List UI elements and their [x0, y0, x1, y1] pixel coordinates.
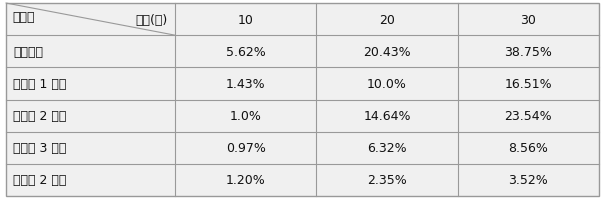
Text: 6.32%: 6.32% [367, 142, 407, 154]
Text: 20: 20 [379, 14, 395, 26]
Text: 防治剂 1 处理: 防治剂 1 处理 [13, 78, 67, 90]
Text: 未经处理: 未经处理 [13, 46, 44, 58]
Text: 14.64%: 14.64% [363, 110, 411, 122]
Text: 防治剂 3 处理: 防治剂 3 处理 [13, 142, 67, 154]
Text: 8.56%: 8.56% [508, 142, 548, 154]
Text: 10.0%: 10.0% [367, 78, 407, 90]
Text: 5.62%: 5.62% [226, 46, 266, 58]
Text: 3.52%: 3.52% [508, 174, 548, 186]
Text: 实施例 2 处理: 实施例 2 处理 [13, 174, 67, 186]
Text: 1.43%: 1.43% [226, 78, 266, 90]
Text: 0.97%: 0.97% [226, 142, 266, 154]
Text: 2.35%: 2.35% [367, 174, 407, 186]
Text: 时间(天): 时间(天) [136, 14, 168, 27]
Text: 30: 30 [520, 14, 536, 26]
Text: 防治剂 2 处理: 防治剂 2 处理 [13, 110, 67, 122]
Text: 1.20%: 1.20% [226, 174, 266, 186]
Text: 23.54%: 23.54% [505, 110, 552, 122]
Text: 1.0%: 1.0% [230, 110, 261, 122]
Text: 20.43%: 20.43% [363, 46, 411, 58]
Text: 10: 10 [238, 14, 253, 26]
Text: 处理组: 处理组 [12, 11, 34, 24]
Text: 16.51%: 16.51% [505, 78, 552, 90]
Text: 38.75%: 38.75% [505, 46, 552, 58]
